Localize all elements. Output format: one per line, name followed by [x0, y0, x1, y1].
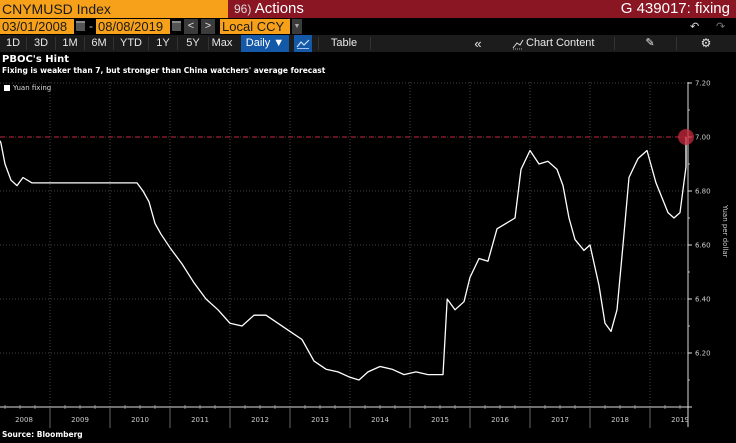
period-max-button[interactable]: Max [211, 37, 233, 49]
actions-menu-button[interactable]: 96) Actions ▼ [231, 0, 319, 31]
toolbar-divider [148, 37, 149, 50]
redo-icon[interactable]: ↷ [716, 21, 726, 33]
legend-swatch [4, 85, 10, 91]
actions-menu-number: 96) [234, 2, 252, 16]
x-tick-label: 2017 [551, 416, 569, 424]
x-tick-label: 2009 [71, 416, 89, 424]
x-tick-label: 2013 [311, 416, 329, 424]
period-ytd-button[interactable]: YTD [120, 37, 142, 49]
x-tick-label: 2011 [191, 416, 209, 424]
calendar-icon[interactable] [172, 21, 181, 31]
source-note: Source: Bloomberg [2, 430, 83, 439]
x-tick-label: 2010 [131, 416, 149, 424]
yuan-fixing-series [0, 137, 687, 381]
toolbar-divider [614, 37, 615, 50]
chart-content-button[interactable]: Chart Content [526, 37, 595, 49]
toolbar-divider [177, 37, 178, 50]
frequency-dropdown[interactable]: Daily ▼ [241, 35, 289, 52]
x-axis: 2008 2009 2010 2011 2012 2013 2014 2015 2016 2017… [0, 405, 692, 428]
title-bar: CNYMUSD Index 96) Actions ▼ G 439017: fi… [0, 0, 736, 31]
settings-gear-icon[interactable]: ⚙ [700, 36, 712, 50]
previous-period-button[interactable]: < [184, 19, 198, 34]
period-6m-button[interactable]: 6M [91, 37, 107, 49]
toolbar-divider [208, 37, 209, 50]
actions-menu-label: Actions [254, 0, 304, 17]
toolbar-divider [113, 37, 114, 50]
chart-title: PBOC's Hint [2, 54, 69, 65]
x-tick-label: 2014 [371, 416, 389, 424]
period-1d-button[interactable]: 1D [5, 37, 21, 49]
chevron-down-icon[interactable]: ▼ [292, 19, 302, 34]
date-separator: - [89, 19, 93, 33]
latest-value-marker [678, 129, 694, 145]
line-chart: 6.20 6.40 6.60 6.80 7.00 7.20 2008 2009 2010 201… [0, 80, 729, 428]
currency-select[interactable]: Local CCY [220, 19, 290, 34]
period-1y-button[interactable]: 1Y [156, 37, 170, 49]
toolbar-divider [370, 37, 371, 50]
annotate-icon[interactable]: ✎ [645, 37, 655, 49]
next-period-button[interactable]: > [201, 19, 215, 34]
start-date-input[interactable]: 03/01/2008 [0, 19, 74, 34]
x-tick-label: 2016 [491, 416, 509, 424]
x-tick-label: 2008 [15, 416, 33, 424]
y-axis-title: Yuan per dollar [721, 204, 729, 258]
toolbar-divider [318, 37, 319, 50]
chart-toolbar: 1D 3D 1M 6M YTD 1Y 5Y Max Daily ▼ Table … [0, 35, 736, 52]
x-tick-label: 2018 [611, 416, 629, 424]
chart-content-icon[interactable] [510, 35, 526, 52]
y-tick-label: 6.80 [695, 188, 711, 196]
gridlines [0, 82, 688, 407]
date-range-bar: 03/01/2008 - 08/08/2019 < > Local CCY ▼ … [0, 18, 736, 35]
x-tick-label: 2012 [251, 416, 269, 424]
end-date-input[interactable]: 08/08/2019 [96, 19, 170, 34]
y-tick-label: 7.20 [695, 80, 711, 88]
toolbar-divider [26, 37, 27, 50]
chart-subtitle: Fixing is weaker than 7, but stronger th… [2, 66, 326, 75]
graph-title: G 439017: fixing [620, 0, 730, 17]
calendar-icon[interactable] [76, 21, 85, 31]
x-tick-label: 2015 [431, 416, 449, 424]
collapse-icon[interactable]: « [474, 36, 482, 51]
undo-icon[interactable]: ↶ [690, 21, 700, 33]
toolbar-divider [55, 37, 56, 50]
y-tick-label: 6.20 [695, 350, 711, 358]
toolbar-divider [676, 37, 677, 50]
ticker-field[interactable]: CNYMUSD Index [0, 0, 228, 18]
chart-legend[interactable]: Yuan fixing [4, 84, 51, 92]
line-chart-icon[interactable] [294, 35, 312, 52]
period-5y-button[interactable]: 5Y [186, 37, 200, 49]
period-3d-button[interactable]: 3D [33, 37, 49, 49]
x-tick-label: 2019 [671, 416, 689, 424]
y-tick-label: 7.00 [695, 134, 711, 142]
legend-label: Yuan fixing [13, 84, 52, 92]
y-tick-label: 6.60 [695, 242, 711, 250]
period-1m-button[interactable]: 1M [62, 37, 78, 49]
table-button[interactable]: Table [330, 37, 358, 49]
toolbar-divider [84, 37, 85, 50]
y-tick-label: 6.40 [695, 296, 711, 304]
